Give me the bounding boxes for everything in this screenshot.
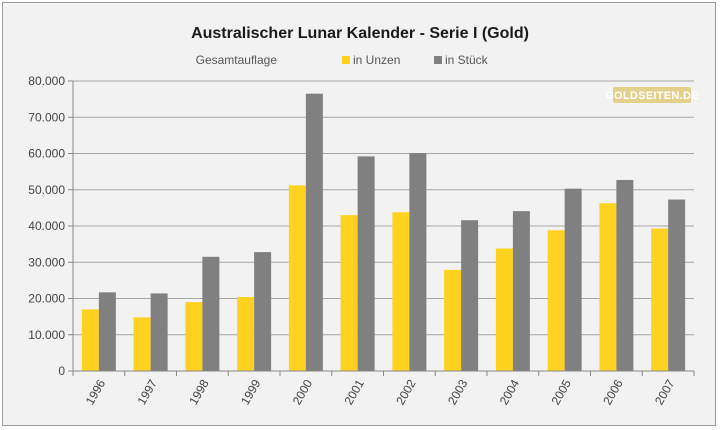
y-tick-label: 0 (58, 364, 65, 378)
bar-stueck-2005 (564, 188, 582, 371)
x-tick-label: 2003 (445, 377, 471, 407)
gridlines (73, 80, 694, 336)
bar-stueck-1996 (98, 292, 116, 371)
bar-unzen-2004 (495, 248, 513, 371)
legend-label-unzen: in Unzen (353, 53, 400, 67)
bar-stueck-2002 (409, 153, 427, 371)
y-tick-label: 20.000 (28, 292, 65, 306)
y-tick-label: 60.000 (28, 147, 65, 161)
bars (81, 93, 686, 371)
chart-frame: Australischer Lunar Kalender - Serie I (… (2, 2, 716, 426)
bar-unzen-2003 (444, 269, 462, 371)
x-tick-label: 1998 (186, 377, 212, 407)
legend-label-stueck: in Stück (445, 53, 489, 67)
y-tick-label: 10.000 (28, 328, 65, 342)
x-axis-ticks: 1996 1997 1998 1999 2000 2001 2002 2003 2004 2005… (72, 371, 695, 407)
x-tick-label: 2002 (393, 377, 419, 407)
bar-unzen-2001 (340, 215, 358, 371)
x-tick-label: 2006 (600, 377, 626, 407)
bar-unzen-1997 (133, 317, 151, 371)
chart: Australischer Lunar Kalender - Serie I (… (28, 25, 699, 407)
bar-unzen-2000 (288, 185, 306, 371)
bar-unzen-2002 (392, 212, 410, 371)
legend-swatch-stueck (434, 56, 442, 64)
legend-title: Gesamtauflage (196, 53, 278, 67)
watermark: GOLDSEITEN.DE (605, 87, 699, 103)
bar-stueck-2004 (512, 211, 530, 371)
y-tick-label: 40.000 (28, 219, 65, 233)
x-tick-label: 2004 (497, 377, 523, 407)
y-tick-label: 80.000 (28, 74, 65, 88)
watermark-text: GOLDSEITEN.DE (605, 90, 699, 102)
bar-stueck-1997 (150, 293, 168, 371)
y-axis-ticks: 0 10.000 20.000 30.000 40.000 50.000 60.000 70.… (28, 74, 73, 378)
x-tick-label: 1997 (134, 377, 160, 407)
y-tick-label: 30.000 (28, 255, 65, 269)
y-tick-label: 50.000 (28, 183, 65, 197)
y-tick-label: 70.000 (28, 110, 65, 124)
bar-unzen-2006 (599, 203, 617, 371)
x-tick-label: 2001 (341, 377, 367, 407)
bar-stueck-2001 (357, 156, 375, 371)
watermark-badge (613, 87, 691, 103)
bar-stueck-1999 (254, 252, 272, 371)
bar-stueck-2006 (616, 179, 634, 371)
x-tick-label: 2007 (652, 377, 678, 407)
x-tick-label: 2000 (290, 377, 316, 407)
bar-stueck-2007 (668, 199, 686, 371)
bar-unzen-1999 (237, 297, 255, 371)
bar-stueck-1998 (202, 256, 220, 371)
chart-title: Australischer Lunar Kalender - Serie I (… (191, 25, 529, 42)
legend: Gesamtauflage in Unzen in Stück (196, 53, 489, 67)
x-tick-label: 2005 (548, 377, 574, 407)
bar-stueck-2003 (461, 220, 479, 371)
bar-stueck-2000 (305, 93, 323, 371)
x-tick-label: 1999 (238, 377, 264, 407)
bar-unzen-1996 (81, 309, 99, 371)
bar-unzen-1998 (185, 302, 203, 371)
bar-unzen-2007 (651, 228, 669, 371)
legend-swatch-unzen (342, 56, 350, 64)
x-tick-label: 1996 (83, 377, 109, 407)
bar-unzen-2005 (547, 230, 565, 371)
